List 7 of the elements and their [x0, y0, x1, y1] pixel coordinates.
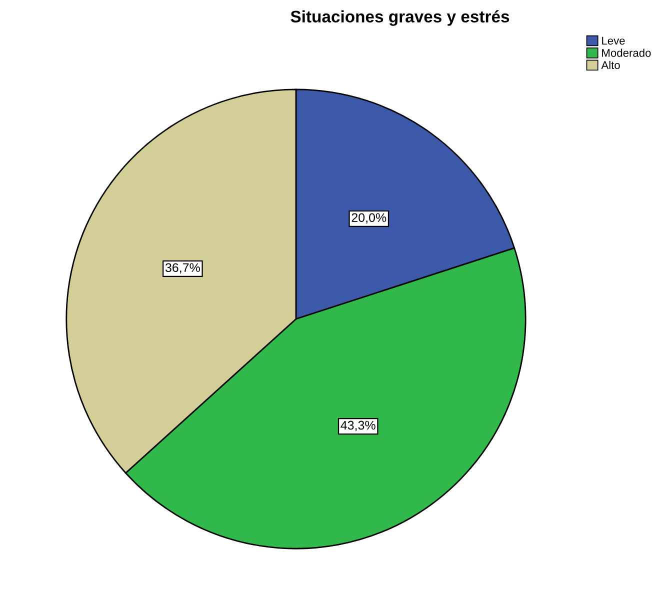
data-label: 43,3% [340, 420, 376, 432]
data-label: 36,7% [165, 263, 200, 274]
legend-label: Moderado [602, 48, 651, 57]
chart-title: Situaciones graves y estrés [290, 10, 510, 26]
data-label: 20,0% [352, 213, 386, 224]
legend-label: Alto [601, 60, 620, 70]
legend-label: Leve [602, 36, 625, 45]
